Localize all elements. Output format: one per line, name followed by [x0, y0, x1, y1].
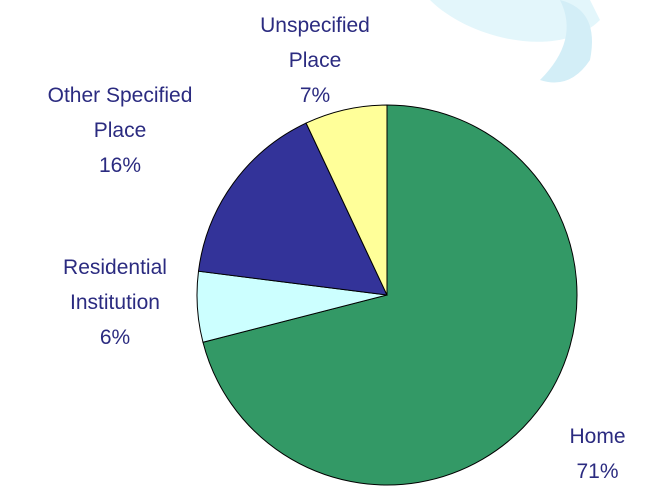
- category-label: Residential Institution: [35, 250, 195, 320]
- value-label: 16%: [20, 148, 220, 183]
- chart: Home71% Residential Institution6% Other Sp…: [0, 0, 646, 487]
- category-label: Home: [540, 419, 646, 454]
- value-label: 71%: [540, 454, 646, 487]
- value-label: 6%: [35, 320, 195, 355]
- value-label: 7%: [235, 78, 395, 113]
- category-label: Unspecified Place: [235, 8, 395, 78]
- category-label: Other Specified Place: [20, 78, 220, 148]
